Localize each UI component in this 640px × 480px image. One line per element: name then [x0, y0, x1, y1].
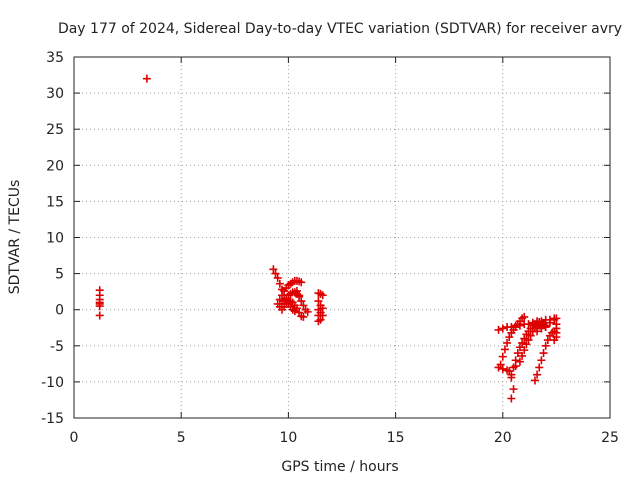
data-point	[275, 279, 284, 288]
y-tick-label: 30	[46, 86, 64, 102]
data-point	[520, 334, 529, 343]
y-tick-labels: -15 -10 -5 0 5 10 15 20 25 30 35	[41, 50, 64, 427]
y-tick-label: 5	[55, 267, 64, 283]
data-point	[297, 297, 306, 306]
data-point	[494, 325, 503, 334]
data-point	[520, 346, 529, 355]
data-point	[275, 295, 284, 304]
x-tick-labels: 0 5 10 15 20 25	[70, 430, 619, 446]
data-point	[530, 376, 539, 385]
plot-frame	[73, 56, 611, 419]
data-point	[507, 370, 516, 379]
data-point	[533, 327, 542, 336]
data-point	[498, 352, 507, 361]
data-point	[295, 292, 304, 301]
data-point	[494, 363, 503, 372]
data-point	[503, 338, 512, 347]
data-point	[509, 385, 518, 394]
y-tick-label: -15	[41, 411, 64, 427]
data-point	[292, 286, 301, 295]
data-point	[500, 345, 509, 354]
data-point	[314, 317, 323, 326]
data-point	[292, 304, 301, 313]
data-point	[273, 273, 282, 282]
y-tick-label: 20	[46, 158, 64, 174]
x-tick-label: 5	[177, 430, 186, 446]
data-point	[299, 301, 308, 310]
y-tick-label: -10	[41, 375, 64, 391]
data-point	[520, 312, 529, 321]
x-tick-label: 25	[601, 430, 619, 446]
data-point	[95, 302, 104, 311]
data-point	[515, 343, 524, 352]
data-point	[507, 394, 516, 403]
data-point	[526, 331, 535, 340]
data-point	[95, 311, 104, 320]
data-point	[522, 340, 531, 349]
data-points	[95, 74, 561, 403]
x-tick-label: 0	[70, 430, 79, 446]
data-point	[142, 74, 151, 83]
data-point	[537, 324, 546, 333]
data-point	[314, 297, 323, 306]
data-point	[518, 351, 527, 360]
chart-title: Day 177 of 2024, Sidereal Day-to-day VTE…	[58, 21, 622, 37]
data-point	[524, 336, 533, 345]
data-point	[297, 278, 306, 287]
y-tick-label: 25	[46, 122, 64, 138]
data-point	[552, 320, 561, 329]
data-point	[513, 349, 522, 358]
data-point	[515, 357, 524, 366]
data-point	[541, 341, 550, 350]
data-point	[318, 291, 327, 300]
x-tick-label: 20	[494, 430, 512, 446]
data-point	[545, 318, 554, 327]
x-axis-label: GPS time / hours	[281, 459, 398, 475]
x-tick-label: 10	[279, 430, 297, 446]
y-tick-label: 35	[46, 50, 64, 66]
grid-lines	[74, 57, 610, 418]
data-point	[318, 304, 327, 313]
data-point	[498, 364, 507, 373]
data-point	[303, 307, 312, 316]
data-point	[535, 363, 544, 372]
y-tick-label: 10	[46, 231, 64, 247]
y-tick-label: 15	[46, 194, 64, 210]
data-point	[511, 362, 520, 371]
data-point	[299, 312, 308, 321]
data-point	[518, 338, 527, 347]
y-tick-label: -5	[50, 339, 64, 355]
data-point	[505, 333, 514, 342]
y-tick-label: 0	[55, 303, 64, 319]
data-point	[537, 356, 546, 365]
x-tick-label: 15	[387, 430, 405, 446]
data-point	[269, 265, 278, 274]
data-point	[533, 370, 542, 379]
y-axis-label: SDTVAR / TECUs	[7, 180, 23, 295]
data-point	[541, 321, 550, 330]
data-point	[552, 333, 561, 342]
data-point	[271, 269, 280, 278]
data-point	[498, 324, 507, 333]
data-point	[539, 349, 548, 358]
